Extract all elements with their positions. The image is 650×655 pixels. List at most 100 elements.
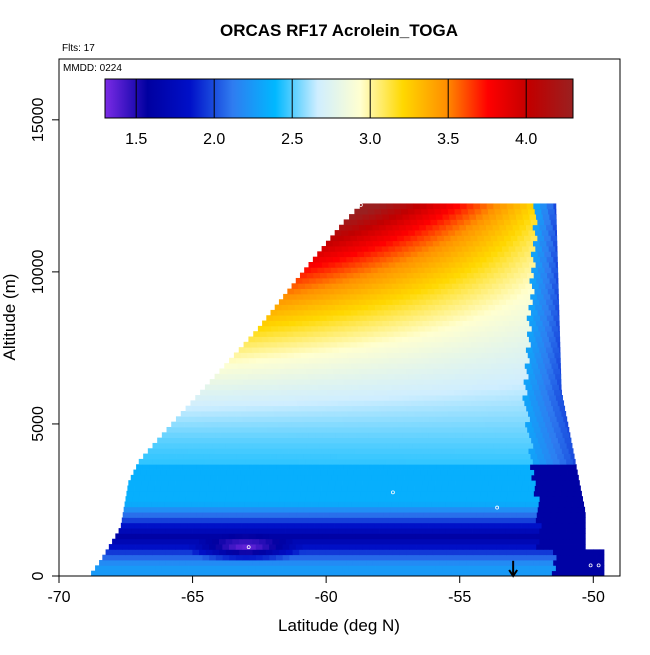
heatmap-cell xyxy=(441,411,448,417)
heatmap-cell xyxy=(293,315,300,321)
heatmap-cell xyxy=(310,342,317,348)
heatmap-cell xyxy=(509,214,516,220)
heatmap-cell xyxy=(434,427,441,433)
heatmap-cell xyxy=(229,416,236,422)
heatmap-cell xyxy=(443,358,450,364)
heatmap-cell xyxy=(534,427,541,433)
heatmap-cell xyxy=(329,337,336,343)
heatmap-cell xyxy=(516,262,523,268)
heatmap-cell xyxy=(373,443,380,449)
heatmap-cell xyxy=(554,427,561,433)
heatmap-cell xyxy=(513,257,520,263)
heatmap-cell xyxy=(264,507,271,513)
heatmap-cell xyxy=(491,267,498,273)
heatmap-cell xyxy=(543,512,550,518)
heatmap-cell xyxy=(415,305,422,311)
heatmap-cell xyxy=(444,267,451,273)
heatmap-cell xyxy=(175,533,182,539)
heatmap-cell xyxy=(471,251,478,257)
heatmap-cell xyxy=(481,470,488,476)
heatmap-cell xyxy=(282,480,289,486)
heatmap-cell xyxy=(448,523,455,529)
heatmap-cell xyxy=(308,486,315,492)
heatmap-cell xyxy=(261,352,268,358)
heatmap-cell xyxy=(259,459,266,465)
heatmap-cell xyxy=(315,480,322,486)
heatmap-cell xyxy=(296,294,303,300)
heatmap-cell xyxy=(420,315,427,321)
heatmap-cell xyxy=(179,459,186,465)
heatmap-cell xyxy=(488,230,495,236)
heatmap-cell xyxy=(468,374,475,380)
heatmap-cell xyxy=(480,560,487,566)
heatmap-cell xyxy=(465,475,472,481)
heatmap-cell xyxy=(365,283,372,289)
heatmap-cell xyxy=(271,475,278,481)
heatmap-cell xyxy=(553,496,560,502)
heatmap-cell xyxy=(530,294,537,300)
heatmap-cell xyxy=(463,533,470,539)
heatmap-cell xyxy=(479,406,486,412)
heatmap-cell xyxy=(269,533,276,539)
heatmap-cell xyxy=(163,512,170,518)
heatmap-cell xyxy=(409,262,416,268)
heatmap-cell xyxy=(122,517,129,523)
heatmap-cell xyxy=(332,459,339,465)
heatmap-cell xyxy=(272,406,279,412)
heatmap-cell xyxy=(528,374,535,380)
heatmap-cell xyxy=(373,257,380,263)
heatmap-cell xyxy=(356,214,363,220)
heatmap-cell xyxy=(538,267,545,273)
heatmap-cell xyxy=(364,438,371,444)
heatmap-cell xyxy=(342,480,349,486)
heatmap-cell xyxy=(267,470,274,476)
heatmap-cell xyxy=(484,310,491,316)
heatmap-cell xyxy=(315,374,322,380)
heatmap-cell xyxy=(446,560,453,566)
heatmap-cell xyxy=(353,368,360,374)
heatmap-cell xyxy=(466,496,473,502)
heatmap-cell xyxy=(283,358,290,364)
heatmap-cell xyxy=(481,390,488,396)
heatmap-cell xyxy=(159,443,166,449)
heatmap-cell xyxy=(407,491,414,497)
heatmap-cell xyxy=(398,438,405,444)
heatmap-cell xyxy=(469,533,476,539)
heatmap-cell xyxy=(157,438,164,444)
heatmap-cell xyxy=(516,337,523,343)
heatmap-cell xyxy=(520,406,527,412)
heatmap-cell xyxy=(231,507,238,513)
heatmap-cell xyxy=(170,507,177,513)
heatmap-cell xyxy=(545,267,552,273)
heatmap-cell xyxy=(306,368,313,374)
heatmap-cell xyxy=(494,470,501,476)
heatmap-cell xyxy=(428,374,435,380)
heatmap-cell xyxy=(543,555,550,561)
heatmap-cell xyxy=(372,501,379,507)
heatmap-cell xyxy=(377,400,384,406)
heatmap-cell xyxy=(558,507,565,513)
heatmap-cell xyxy=(300,331,307,337)
heatmap-cell xyxy=(397,294,404,300)
heatmap-cell xyxy=(382,337,389,343)
heatmap-cell xyxy=(496,395,503,401)
heatmap-cell xyxy=(470,358,477,364)
heatmap-cell xyxy=(475,448,482,454)
heatmap-cell xyxy=(301,411,308,417)
heatmap-cell xyxy=(408,289,415,295)
heatmap-cell xyxy=(322,480,329,486)
heatmap-cell xyxy=(437,310,444,316)
heatmap-cell xyxy=(542,448,549,454)
heatmap-cell xyxy=(345,384,352,390)
heatmap-cell xyxy=(362,246,369,252)
heatmap-cell xyxy=(386,459,393,465)
heatmap-cell xyxy=(393,241,400,247)
heatmap-cell xyxy=(388,448,395,454)
heatmap-cell xyxy=(555,374,561,380)
heatmap-cell xyxy=(326,315,333,321)
heatmap-cell xyxy=(433,496,440,502)
heatmap-cell xyxy=(482,448,489,454)
heatmap-cell xyxy=(472,384,479,390)
heatmap-cell xyxy=(479,384,486,390)
heatmap-cell xyxy=(309,337,316,343)
